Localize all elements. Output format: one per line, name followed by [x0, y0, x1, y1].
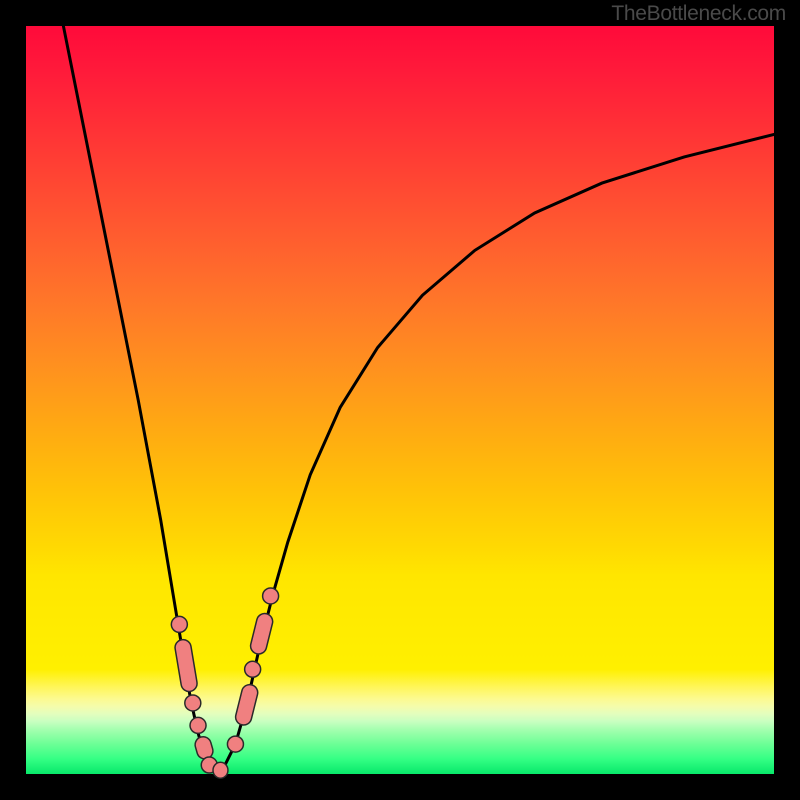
bottleneck-chart: TheBottleneck.com: [0, 0, 800, 800]
bead-left-3: [190, 717, 206, 733]
bead-bottom-0: [213, 762, 228, 778]
bead-right-2: [245, 661, 261, 677]
bead-right-0: [227, 736, 243, 752]
bead-left-0: [171, 616, 187, 632]
watermark-text: TheBottleneck.com: [611, 2, 786, 26]
bead-left-2: [185, 695, 201, 711]
chart-canvas: [0, 0, 800, 800]
bead-right-4: [263, 588, 279, 604]
